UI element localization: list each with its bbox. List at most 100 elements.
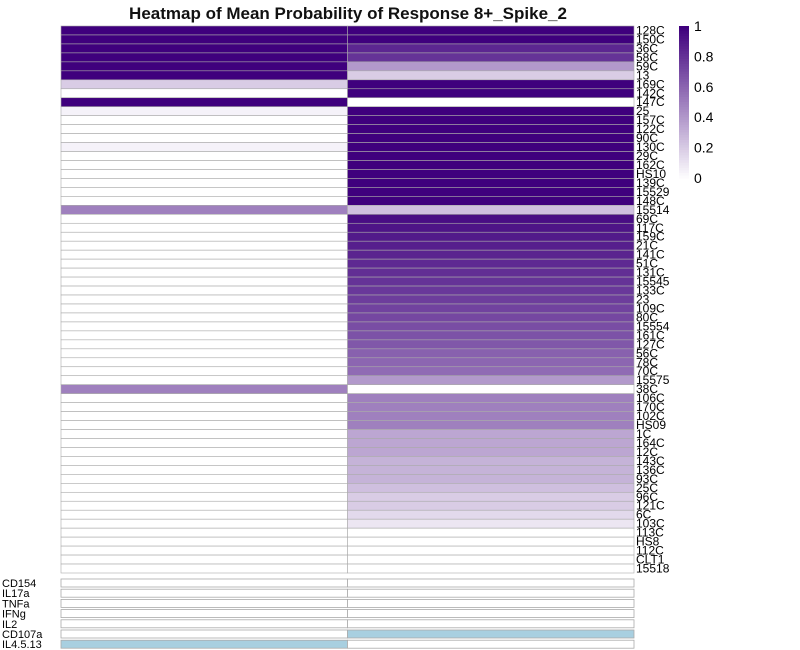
colorbar-segment (679, 69, 689, 73)
heatmap-cell (60, 178, 348, 188)
annotation-cell (60, 578, 348, 588)
heatmap-cell (347, 330, 635, 341)
heatmap-cell (347, 384, 635, 394)
row-label: 128C (636, 23, 665, 37)
heatmap-cell (347, 563, 635, 574)
colorbar-segment (679, 155, 689, 159)
row-label: 147C (636, 95, 665, 109)
row-label: 51C (636, 257, 658, 271)
row-label: HS10 (636, 167, 666, 181)
colorbar-segment (679, 41, 689, 45)
row-label: 141C (636, 248, 665, 262)
heatmap-cell (60, 124, 348, 134)
heatmap-cell (347, 509, 635, 520)
colorbar-segment (679, 38, 689, 42)
annotation-label: CD107a (2, 629, 43, 641)
heatmap-cell (60, 43, 348, 54)
colorbar-segment (679, 84, 689, 88)
heatmap-cell (347, 474, 635, 484)
colorbar-segment (679, 51, 689, 55)
heatmap-cell (347, 339, 635, 350)
heatmap-cell (347, 79, 635, 90)
heatmap-cell (60, 70, 348, 81)
heatmap-cell (60, 133, 348, 143)
row-label: 148C (636, 194, 665, 208)
colorbar-segment (679, 31, 689, 35)
heatmap-cell (347, 88, 635, 99)
heatmap-cell (60, 142, 348, 152)
row-label: 130C (636, 140, 665, 154)
heatmap-cell (347, 465, 635, 475)
row-label: 70C (636, 364, 658, 378)
row-label: 59C (636, 59, 658, 73)
row-label: 25C (636, 481, 658, 495)
colorbar-segment (679, 81, 689, 85)
heatmap-cell (347, 518, 635, 529)
row-label: 159C (636, 230, 665, 244)
heatmap-cells (60, 25, 635, 574)
heatmap-cell (60, 160, 348, 170)
colorbar-segment (679, 74, 689, 78)
colorbar-segment (679, 117, 689, 121)
heatmap-cell (347, 25, 635, 36)
heatmap-cell (347, 240, 635, 251)
colorbar-segment (679, 99, 689, 103)
row-label: 164C (636, 436, 665, 450)
colorbar-segment (679, 165, 689, 169)
colorbar-segment (679, 172, 689, 177)
annotation-cell (60, 629, 348, 639)
heatmap-cell (347, 527, 635, 538)
heatmap-cell (347, 43, 635, 54)
heatmap-cell (60, 276, 348, 287)
annotation-label: TNFa (2, 598, 30, 610)
heatmap-cell (60, 357, 348, 368)
row-labels: 128C150C36C58C59C13169C142C147C25157C122… (636, 23, 670, 575)
colorbar-segment (679, 145, 689, 149)
annotation-cell (347, 588, 635, 598)
heatmap-cell (60, 25, 348, 36)
heatmap-cell (347, 124, 635, 134)
colorbar-segment (679, 33, 689, 37)
colorbar-segment (679, 109, 689, 113)
heatmap-cell (347, 456, 635, 466)
row-label: 12C (636, 445, 658, 459)
row-label: 142C (636, 86, 665, 100)
colorbar-segment (679, 124, 689, 128)
heatmap-cell (347, 357, 635, 368)
annotation-label: IL17a (2, 588, 30, 600)
heatmap-cell (347, 169, 635, 179)
heatmap-cell (347, 160, 635, 170)
heatmap-cell (347, 61, 635, 72)
colorbar-segment (679, 56, 689, 60)
colorbar-segment (679, 48, 689, 52)
colorbar-segment (679, 89, 689, 93)
heatmap-cell (347, 178, 635, 188)
colorbar-segment (679, 96, 689, 101)
heatmap-cell (347, 151, 635, 161)
row-label: 1C (636, 427, 652, 441)
heatmap-cell (60, 115, 348, 125)
heatmap-cell (60, 420, 348, 430)
heatmap-cell (60, 465, 348, 475)
heatmap-cell (347, 285, 635, 296)
heatmap-cell (60, 52, 348, 63)
row-label: HS8 (636, 535, 660, 549)
annotation-label: IFNg (2, 609, 26, 621)
annotation-cell (347, 578, 635, 588)
row-label: 15529 (636, 185, 670, 199)
row-label: 169C (636, 77, 665, 91)
colorbar-segment (679, 79, 689, 83)
heatmap-cell (60, 447, 348, 457)
heatmap-cell (60, 34, 348, 45)
heatmap-cell (347, 438, 635, 448)
row-label: 131C (636, 266, 665, 280)
row-label: 170C (636, 400, 665, 414)
heatmap-cell (347, 97, 635, 108)
heatmap-cell (60, 554, 348, 565)
heatmap-cell (347, 187, 635, 197)
row-label: 56C (636, 346, 658, 360)
heatmap-cell (60, 474, 348, 484)
heatmap-cell (347, 303, 635, 314)
